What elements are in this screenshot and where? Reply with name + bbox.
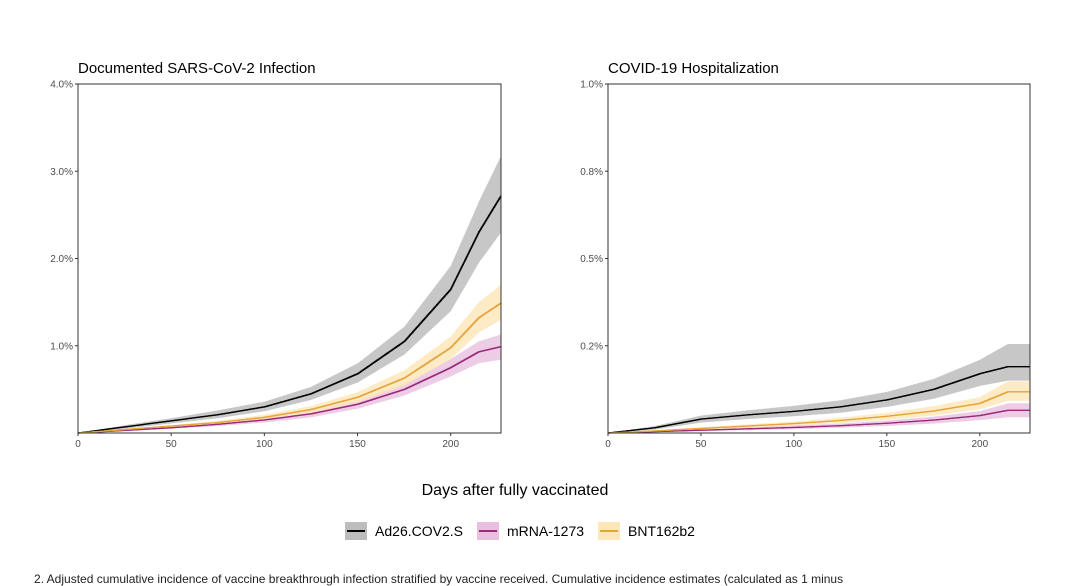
hospitalization-line-ad26 <box>608 366 1030 434</box>
hospitalization-panel-title: COVID-19 Hospitalization <box>608 60 779 77</box>
hospitalization-ytick-label: 0.8% <box>580 167 603 178</box>
legend-item-ad26: Ad26.COV2.S <box>345 522 463 540</box>
infection-xtick-label: 100 <box>256 439 273 450</box>
hospitalization-ci-bands <box>608 344 1030 433</box>
legend-label-bnt162b2: BNT162b2 <box>628 523 695 539</box>
hospitalization-ytick-label: 1.0% <box>580 80 603 91</box>
hospitalization-xtick-label: 0 <box>605 439 611 450</box>
hospitalization-xtick-label: 150 <box>879 439 896 450</box>
hospitalization-xtick-label: 50 <box>695 439 707 450</box>
hospitalization-x-axis: 0 50 100 150 200 <box>605 433 989 450</box>
legend-key-mrna1273 <box>476 522 499 540</box>
hospitalization-xtick-label: 100 <box>786 439 803 450</box>
infection-ci-bands <box>78 155 501 433</box>
infection-line-mrna1273 <box>78 346 502 434</box>
legend: Ad26.COV2.S mRNA-1273 BNT162b2 <box>0 522 1040 540</box>
hospitalization-line-mrna1273 <box>608 409 1030 434</box>
figure-caption: 2. Adjusted cumulative incidence of vacc… <box>34 572 844 586</box>
infection-x-axis: 0 50 100 150 200 <box>75 433 459 450</box>
infection-panel: Documented SARS-CoV-2 Infection 1.0% 2.0%… <box>50 60 502 450</box>
legend-item-mrna1273: mRNA-1273 <box>476 522 585 540</box>
infection-line-bnt162b2 <box>78 302 502 434</box>
hospitalization-band-ad26 <box>608 344 1030 433</box>
infection-ytick-label: 3.0% <box>50 167 73 178</box>
infection-xtick-label: 200 <box>442 439 459 450</box>
infection-band-ad26 <box>78 155 501 433</box>
infection-ytick-label: 2.0% <box>50 254 73 265</box>
legend-item-bnt162b2: BNT162b2 <box>598 522 695 540</box>
hospitalization-y-axis: 0.2% 0.5% 0.8% 1.0% <box>580 80 608 352</box>
infection-xtick-label: 150 <box>349 439 366 450</box>
infection-line-ad26 <box>78 195 502 434</box>
legend-key-ad26 <box>345 522 368 540</box>
legend-label-mrna1273: mRNA-1273 <box>506 523 585 539</box>
hospitalization-panel: COVID-19 Hospitalization 0.2% 0.5% 0.8% 1.0… <box>580 60 1031 450</box>
hospitalization-ytick-label: 0.2% <box>580 341 603 352</box>
legend-label-ad26: Ad26.COV2.S <box>375 523 463 539</box>
infection-series-lines <box>78 195 502 434</box>
hospitalization-line-bnt162b2 <box>608 391 1030 434</box>
legend-key-bnt162b2 <box>598 522 621 540</box>
hospitalization-xtick-label: 200 <box>971 439 988 450</box>
hospitalization-ytick-label: 0.5% <box>580 254 603 265</box>
hospitalization-series-lines <box>608 366 1030 434</box>
infection-xtick-label: 0 <box>75 439 81 450</box>
infection-y-axis: 1.0% 2.0% 3.0% 4.0% <box>50 80 78 352</box>
x-axis-title: Days after fully vaccinated <box>421 482 609 499</box>
infection-xtick-label: 50 <box>166 439 178 450</box>
infection-ytick-label: 1.0% <box>50 341 73 352</box>
infection-panel-title: Documented SARS-CoV-2 Infection <box>78 60 316 77</box>
infection-ytick-label: 4.0% <box>50 80 73 91</box>
hospitalization-band-bnt162b2 <box>608 381 1030 433</box>
